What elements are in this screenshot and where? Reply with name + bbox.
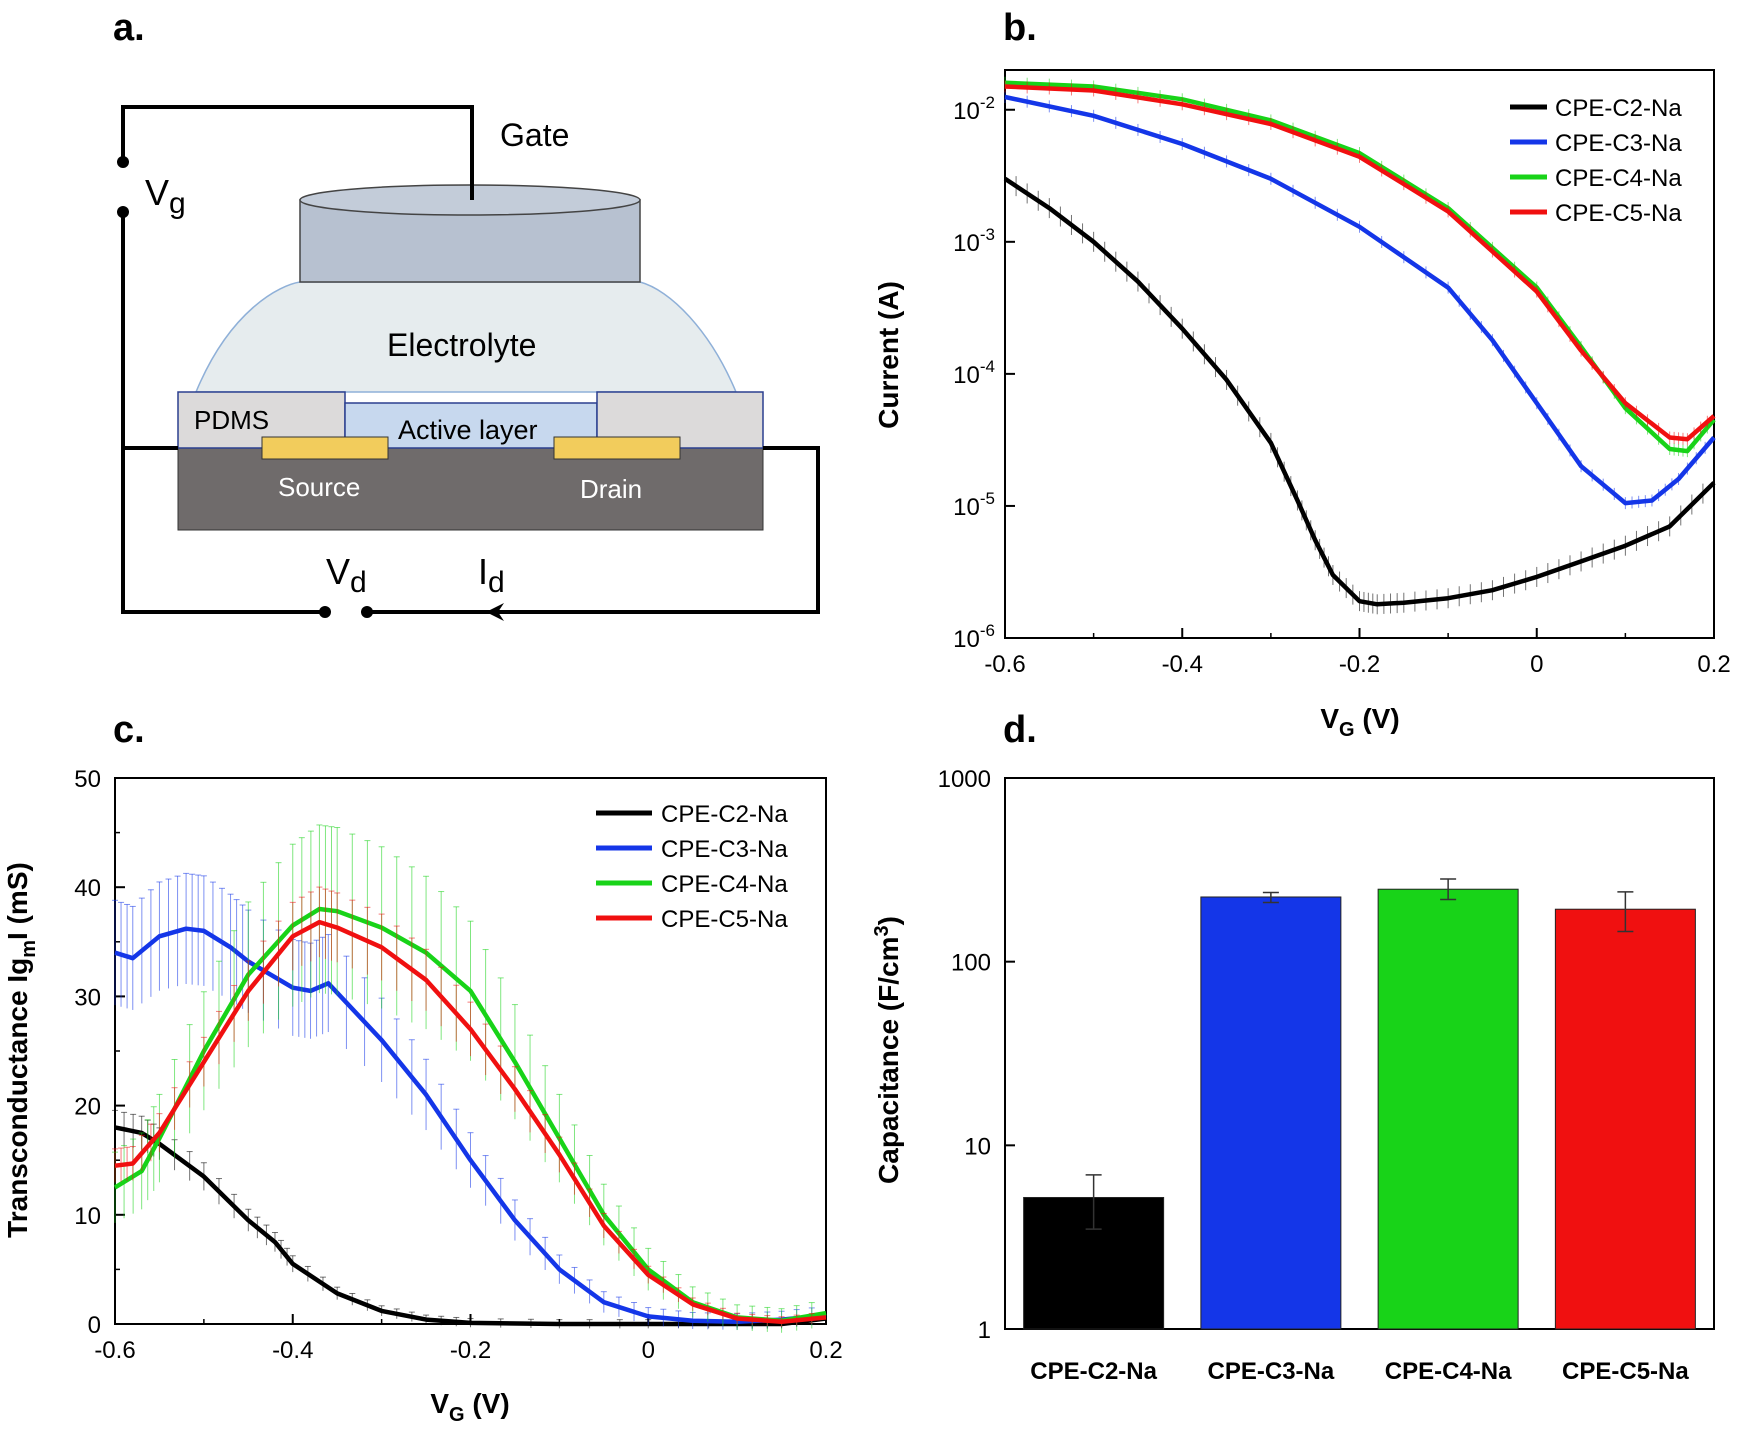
y-tick-label: 10-6 <box>953 621 995 653</box>
x-tick-label: -0.6 <box>94 1337 135 1364</box>
vg-label: Vg <box>145 172 186 220</box>
x-tick-label: 0.2 <box>809 1337 842 1364</box>
plot-b-xlabel: VG (V) <box>1320 703 1399 741</box>
series-line-cpe-c5-na <box>1004 84 1716 442</box>
panel-a-label: a. <box>113 7 145 49</box>
substrate <box>177 447 764 531</box>
legend-label: CPE-C5-Na <box>1555 200 1682 227</box>
y-tick-label: 10-4 <box>953 357 995 389</box>
plot-c-ylabel: Transconductance IgmI (mS) <box>2 862 40 1238</box>
panel-d-label: d. <box>1003 709 1037 751</box>
panel-c-label: c. <box>113 709 145 751</box>
y-tick-label: 10-5 <box>953 489 995 521</box>
vd-terminal-left <box>319 606 331 618</box>
category-label: CPE-C2-Na <box>1030 1358 1157 1385</box>
y-tick-label: 1000 <box>938 766 991 793</box>
x-tick-label: -0.4 <box>272 1337 313 1364</box>
y-tick-label: 20 <box>74 1094 101 1121</box>
y-tick-label: 50 <box>74 766 101 793</box>
legend-label: CPE-C2-Na <box>1555 95 1682 122</box>
source-label: Source <box>278 472 360 502</box>
id-label: Id <box>478 551 505 599</box>
plot-c-legend: CPE-C2-Na CPE-C3-Na CPE-C4-Na CPE-C5-Na <box>596 801 788 933</box>
panel-c: c. -0.6 -0.4 -0.2 0 0.2 0 10 20 30 40 50 CPE-C2-Na… <box>2 709 843 1426</box>
y-tick-label: 10 <box>74 1203 101 1230</box>
legend-label: CPE-C3-Na <box>661 836 788 863</box>
y-tick-label: 1 <box>978 1317 991 1344</box>
series-line-cpe-c2-na <box>1003 176 1716 607</box>
plot-b-axes: -0.6 -0.4 -0.2 0 0.2 10-6 10-5 10-4 10-3 10-2 <box>953 93 1731 678</box>
legend-label: CPE-C4-Na <box>661 871 788 898</box>
plot-c-xlabel: VG (V) <box>430 1388 509 1426</box>
y-tick-label: 40 <box>74 875 101 902</box>
legend-label: CPE-C4-Na <box>1555 165 1682 192</box>
plot-c-series <box>112 824 827 1333</box>
x-tick-label: -0.2 <box>1339 651 1380 678</box>
y-tick-label: 100 <box>951 950 991 977</box>
vg-terminal-bottom <box>117 206 129 218</box>
panel-a: a. Electrolyte PDMS Active layer Source … <box>113 7 820 621</box>
series-line-cpe-c3-na <box>1004 94 1716 506</box>
panel-b-label: b. <box>1003 7 1037 49</box>
y-tick-label: 30 <box>74 984 101 1011</box>
x-tick-label: -0.6 <box>984 651 1025 678</box>
bar-cpe-c4-na <box>1377 888 1519 1330</box>
plot-d-ylabel: Capacitance (F/cm3) <box>871 916 904 1184</box>
legend-label: CPE-C5-Na <box>661 906 788 933</box>
y-tick-label: 10 <box>964 1133 991 1160</box>
active-layer-label: Active layer <box>398 415 538 445</box>
category-label: CPE-C5-Na <box>1562 1358 1689 1385</box>
category-label: CPE-C3-Na <box>1208 1358 1335 1385</box>
y-tick-label: 0 <box>88 1312 101 1339</box>
legend-label: CPE-C3-Na <box>1555 130 1682 157</box>
vd-label: Vd <box>326 551 367 599</box>
bar-cpe-c3-na <box>1200 896 1342 1330</box>
plot-b-ylabel: Current (A) <box>873 281 904 429</box>
pdms-label: PDMS <box>194 405 269 435</box>
drain-label: Drain <box>580 474 642 504</box>
category-label: CPE-C4-Na <box>1385 1358 1512 1385</box>
x-tick-label: 0 <box>642 1337 655 1364</box>
plot-b-series <box>1003 76 1716 615</box>
y-tick-label: 10-2 <box>953 93 995 125</box>
current-arrow-icon <box>486 603 504 621</box>
plot-d-axes: 1 10 100 1000 <box>938 766 1015 1344</box>
circuit-wires <box>121 105 820 614</box>
series-line-cpe-c3-na <box>114 926 827 1325</box>
electrolyte-label: Electrolyte <box>387 327 536 363</box>
x-tick-label: 0 <box>1530 651 1543 678</box>
series-line-cpe-c5-na <box>114 919 827 1325</box>
y-tick-label: 10-3 <box>953 225 995 257</box>
source-electrode <box>261 436 389 460</box>
plot-c-axes: -0.6 -0.4 -0.2 0 0.2 0 10 20 30 40 50 <box>74 766 842 1364</box>
plot-b-legend: CPE-C2-Na CPE-C3-Na CPE-C4-Na CPE-C5-Na <box>1510 95 1682 227</box>
x-tick-label: -0.2 <box>450 1337 491 1364</box>
vg-terminal-top <box>117 156 129 168</box>
x-tick-label: -0.4 <box>1162 651 1203 678</box>
bar-cpe-c5-na <box>1554 908 1696 1330</box>
drain-electrode <box>553 436 681 460</box>
legend-label: CPE-C2-Na <box>661 801 788 828</box>
panel-d: d. 1 10 100 1000 CPE-C2-Na CPE-C3-Na CPE-C4-N… <box>871 709 1715 1385</box>
plot-d-bars: CPE-C2-Na CPE-C3-Na CPE-C4-Na CPE-C5-Na <box>1023 878 1696 1385</box>
panel-b: b. -0.6 -0.4 -0.2 0 0.210-610-510-410-310-2 … <box>873 7 1731 741</box>
gate-label: Gate <box>500 117 569 153</box>
vd-terminal-right <box>361 606 373 618</box>
plot-d-frame <box>1004 777 1715 1330</box>
x-tick-label: 0.2 <box>1697 651 1730 678</box>
